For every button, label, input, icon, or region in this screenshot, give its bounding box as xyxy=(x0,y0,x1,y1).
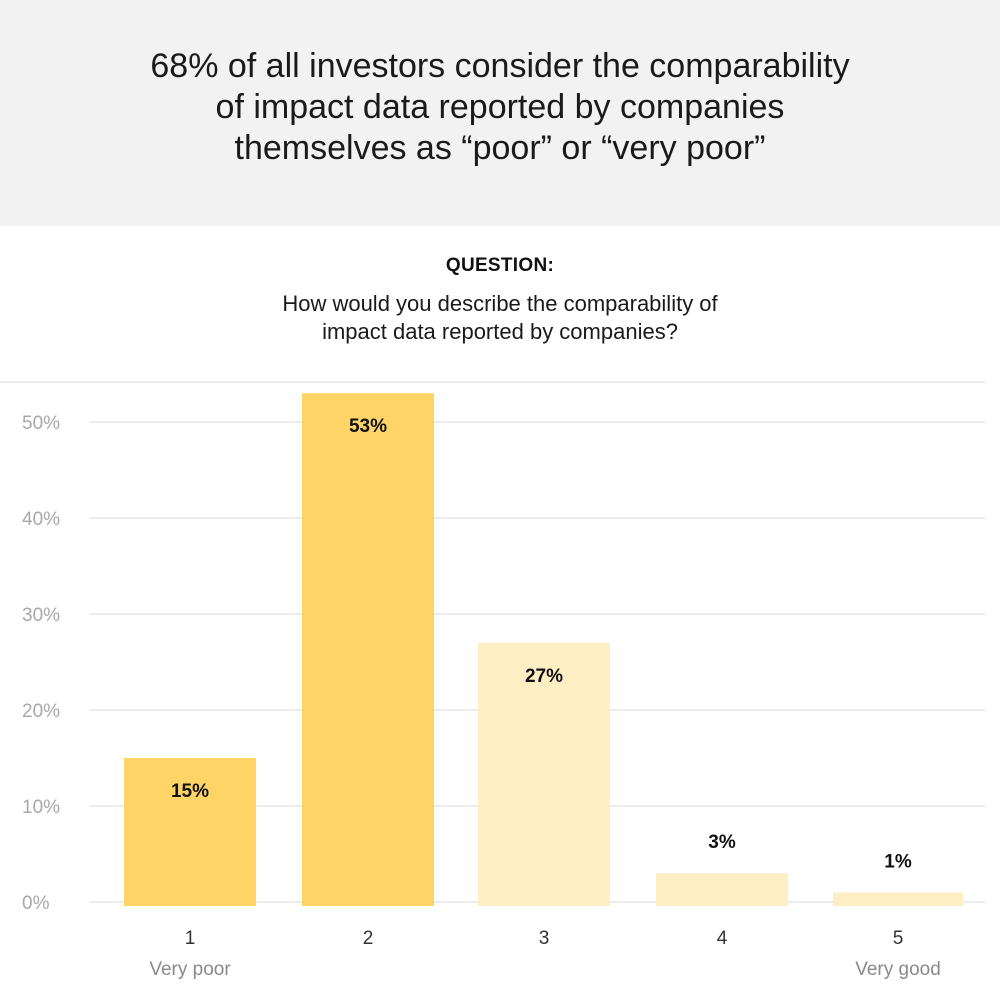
x-category-label: 1 xyxy=(185,928,196,949)
x-category-label: 5 xyxy=(893,928,904,949)
question-line-1: How would you describe the comparability… xyxy=(282,291,718,316)
x-category-label: 4 xyxy=(717,928,728,949)
bar-3 xyxy=(478,642,610,906)
x-category-label: 2 xyxy=(363,928,374,949)
headline-line-3: themselves as “poor” or “very poor” xyxy=(234,128,766,167)
data-label: 1% xyxy=(884,851,912,872)
bar-1 xyxy=(124,758,256,906)
bars xyxy=(124,393,963,906)
bar-2 xyxy=(302,393,434,906)
headline-line-1: 68% of all investors consider the compar… xyxy=(150,46,850,85)
question-text: How would you describe the comparability… xyxy=(0,290,1000,346)
y-tick-label: 20% xyxy=(22,701,60,722)
data-label: 15% xyxy=(171,781,209,802)
bar-4 xyxy=(656,873,788,906)
x-category-sublabel: Very good xyxy=(855,959,941,980)
y-tick-label: 50% xyxy=(22,413,60,434)
headline-banner: 68% of all investors consider the compar… xyxy=(0,0,1000,226)
bar-5 xyxy=(833,892,963,906)
y-tick-label: 40% xyxy=(22,509,60,530)
bar-chart: 0% 10% 20% 30% 40% 50% 15% 1 Very poor 53% 2 27% 3 3%… xyxy=(0,381,985,980)
headline: 68% of all investors consider the compar… xyxy=(150,46,849,169)
x-category-label: 3 xyxy=(539,928,550,949)
data-label: 27% xyxy=(525,666,563,687)
data-label: 53% xyxy=(349,416,387,437)
question-label: QUESTION: xyxy=(445,255,555,276)
labels: 0% 10% 20% 30% 40% 50% 15% 1 Very poor 53% 2 27% 3 3%… xyxy=(22,413,941,980)
y-tick-label: 30% xyxy=(22,605,60,626)
y-tick-label: 0% xyxy=(22,893,50,914)
data-label: 3% xyxy=(708,832,736,853)
headline-line-2: of impact data reported by companies xyxy=(215,87,785,126)
y-tick-label: 10% xyxy=(22,797,60,818)
question-line-2: impact data reported by companies? xyxy=(322,319,678,344)
x-category-sublabel: Very poor xyxy=(149,959,231,980)
